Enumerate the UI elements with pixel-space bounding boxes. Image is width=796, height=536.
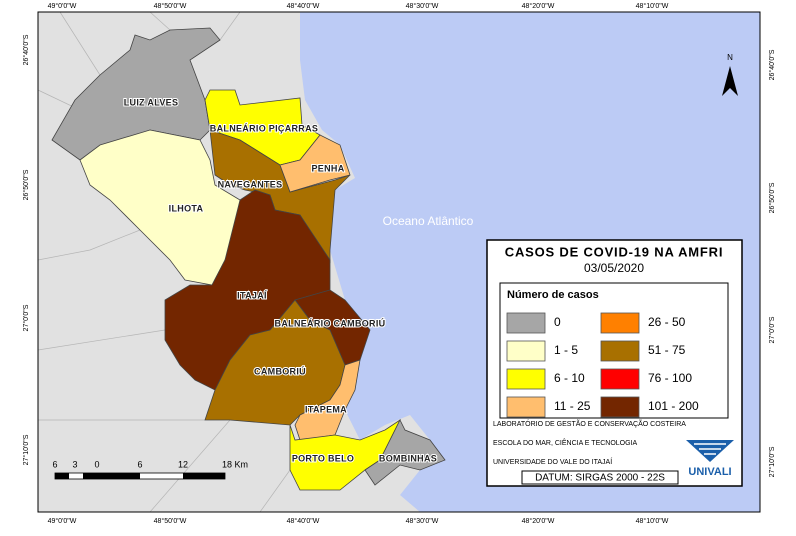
scale-bar-segment bbox=[55, 473, 69, 479]
coordinate-label: 48°20'0"W bbox=[522, 2, 555, 10]
legend-swatch bbox=[506, 340, 546, 362]
coordinate-label: 27°10'0"S bbox=[768, 446, 776, 477]
place-label: ITAPEMA bbox=[305, 404, 347, 414]
coordinate-label: 48°30'0"W bbox=[406, 2, 439, 10]
place-label: CAMBORIÚ bbox=[254, 365, 306, 376]
legend-label: 11 - 25 bbox=[554, 399, 591, 413]
place-label: BOMBINHAS bbox=[379, 453, 437, 463]
place-label: PORTO BELO bbox=[292, 453, 354, 463]
univali-logo: UNIVALI bbox=[686, 440, 734, 478]
coordinate-label: 26°40'0"S bbox=[768, 49, 776, 80]
legend: CASOS DE COVID-19 NA AMFRI 03/05/2020 Nú… bbox=[486, 239, 743, 487]
credit-line: ESCOLA DO MAR, CIÊNCIA E TECNOLOGIA bbox=[493, 438, 638, 447]
legend-date: 03/05/2020 bbox=[584, 261, 644, 275]
coordinate-label: 26°50'0"S bbox=[22, 169, 30, 200]
legend-label: 101 - 200 bbox=[648, 399, 699, 413]
scale-bar-segment bbox=[83, 473, 97, 479]
scale-label: 0 bbox=[94, 459, 99, 469]
credit-line: UNIVERSIDADE DO VALE DO ITAJAÍ bbox=[493, 457, 612, 466]
legend-label: 76 - 100 bbox=[648, 371, 692, 385]
legend-label: 1 - 5 bbox=[554, 343, 578, 357]
place-label: BALNEÁRIO PIÇARRAS bbox=[210, 123, 318, 133]
place-label: BALNEÁRIO CAMBORIÚ bbox=[275, 317, 386, 328]
coordinate-label: 48°40'0"W bbox=[287, 2, 320, 10]
credit-line: LABORATÓRIO DE GESTÃO E CONSERVAÇÃO COST… bbox=[493, 419, 686, 428]
coordinate-label: 48°50'0"W bbox=[154, 2, 187, 10]
scale-bar: 6 3 0 6 12 18 Km bbox=[52, 459, 248, 480]
place-label: NAVEGANTES bbox=[218, 179, 283, 189]
coordinate-label: 27°0'0"S bbox=[22, 304, 30, 331]
coordinate-label: 48°20'0"W bbox=[522, 517, 555, 525]
coordinate-label: 27°0'0"S bbox=[768, 316, 776, 343]
scale-bar-segment bbox=[97, 473, 140, 479]
municipality-penha bbox=[279, 134, 351, 193]
logo-shape bbox=[686, 440, 734, 462]
legend-swatch bbox=[600, 340, 640, 362]
legend-swatch bbox=[600, 368, 640, 390]
legend-label: 26 - 50 bbox=[648, 315, 686, 329]
scale-label: 3 bbox=[72, 459, 77, 469]
coordinate-label: 48°10'0"W bbox=[636, 517, 669, 525]
coordinate-label: 26°40'0"S bbox=[22, 34, 30, 65]
legend-swatch bbox=[600, 312, 640, 334]
legend-swatch bbox=[506, 396, 546, 418]
legend-label: 51 - 75 bbox=[648, 343, 686, 357]
north-arrow: N bbox=[722, 53, 738, 96]
north-label: N bbox=[727, 53, 733, 62]
datum-label: DATUM: SIRGAS 2000 - 22S bbox=[535, 473, 665, 484]
place-label: ITAJAÍ bbox=[237, 290, 267, 300]
scale-bar-segment bbox=[183, 473, 225, 479]
coordinate-label: 48°30'0"W bbox=[406, 517, 439, 525]
coordinate-label: 49°0'0"W bbox=[48, 517, 77, 525]
logo-stripes bbox=[694, 443, 726, 455]
coordinate-label: 48°40'0"W bbox=[287, 517, 320, 525]
scale-label: 6 bbox=[52, 459, 57, 469]
legend-swatch bbox=[506, 368, 546, 390]
scale-label: 12 bbox=[178, 459, 188, 469]
place-label: ILHOTA bbox=[169, 203, 204, 213]
legend-swatch bbox=[506, 312, 546, 334]
legend-label: 0 bbox=[554, 315, 561, 329]
scale-label: 6 bbox=[137, 459, 142, 469]
coordinate-label: 27°10'0"S bbox=[22, 434, 30, 465]
scale-label: 18 Km bbox=[222, 459, 248, 469]
legend-heading: Número de casos bbox=[507, 289, 599, 301]
legend-title: CASOS DE COVID-19 NA AMFRI bbox=[505, 244, 723, 259]
legend-label: 6 - 10 bbox=[554, 371, 585, 385]
coordinate-label: 48°10'0"W bbox=[636, 2, 669, 10]
place-label: PENHA bbox=[311, 163, 344, 173]
municipality-itapema bbox=[294, 359, 361, 441]
ocean-label: Oceano Atlântico bbox=[383, 214, 474, 228]
logo-text: UNIVALI bbox=[688, 466, 731, 478]
north-arrow-shape bbox=[722, 66, 738, 96]
place-label: LUIZ ALVES bbox=[124, 97, 179, 107]
map-frame bbox=[37, 11, 761, 513]
coordinate-label: 48°50'0"W bbox=[154, 517, 187, 525]
datum-box bbox=[521, 470, 679, 485]
municipality-bombinhas bbox=[364, 419, 446, 486]
legend-swatch bbox=[600, 396, 640, 418]
coordinate-label: 49°0'0"W bbox=[48, 2, 77, 10]
coordinate-label: 26°50'0"S bbox=[768, 182, 776, 213]
